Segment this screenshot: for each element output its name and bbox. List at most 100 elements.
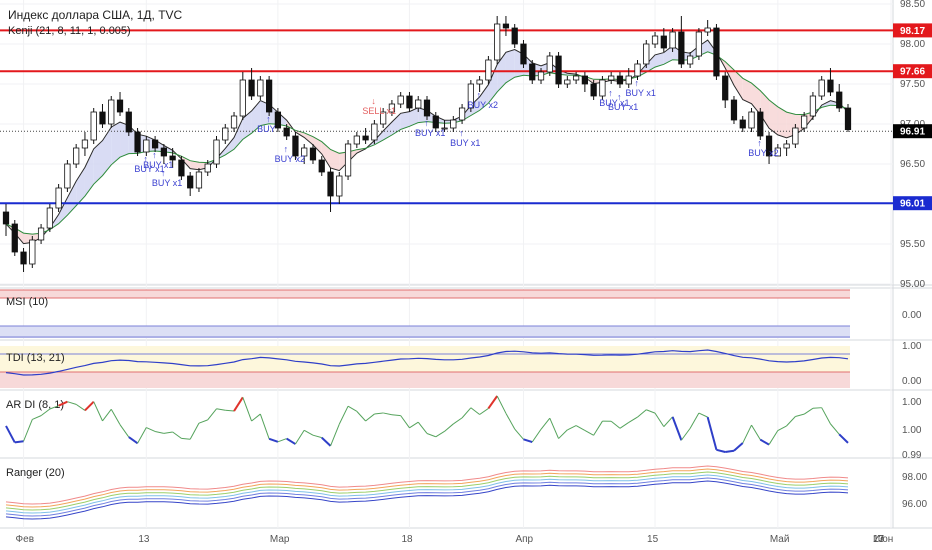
candle-bear [327,171,334,197]
candle-bear [423,99,431,117]
ardi-segment [277,438,287,443]
buy-signal-label: BUY x1 [134,164,164,174]
ardi-segment [453,417,463,425]
ardi-segment [233,396,244,412]
ardi-segment [523,438,533,443]
candle-bull [818,79,825,97]
kenji-cloud-segment [391,113,401,135]
kenji-cloud-segment [374,131,384,145]
buy-signal-label: BUY x1 [626,88,656,98]
candle-bull [388,103,396,113]
msi-pane-title: MSI (10) [6,296,48,308]
ardi-segment [128,436,139,445]
ardi-segment [93,401,103,422]
candle-bull [204,163,211,173]
kenji-cloud-segment [84,148,94,197]
ardi-segment [786,416,796,427]
candle-bull [476,79,483,85]
signal-arrow: ↑ [143,154,148,164]
ardi-segment [479,408,489,415]
time-tick-label: Май [770,534,790,545]
candle-bull [458,107,466,121]
candle-bear [511,27,518,45]
ardi-segment [338,405,349,425]
ardi-tick-label: 1.00 [902,397,922,408]
ardi-segment [40,408,51,417]
candle-bear [502,23,510,29]
candle-bull [564,79,571,85]
last-price-tag [893,124,932,139]
ardi-segment [505,413,516,430]
time-tick-label: Апр [515,534,533,545]
candle-bear [125,111,132,133]
candle-bull [809,95,817,117]
candle-bull [608,75,615,81]
candle-bull [634,63,641,77]
signal-arrow: ↑ [459,128,464,138]
kenji-cloud-segment [400,111,410,130]
ardi-segment [146,427,156,432]
candle-bear [836,91,843,109]
candle-bull [397,95,404,105]
ardi-segment [777,425,787,431]
msi-upper-band [0,290,850,298]
ardi-segment [663,416,673,427]
candle-bull [81,139,89,149]
candle-bull [353,135,360,145]
candle-bear [274,111,282,129]
level-tag-label: 97.66 [900,67,925,78]
buy-signal-label: BUY x2 [275,154,305,164]
level-tag-label: 96.01 [900,199,925,210]
ardi-segment [58,400,68,407]
level-tag [893,64,932,79]
kenji-cloud-segment [479,84,489,111]
ardi-segment [268,437,279,443]
ardi-segment [549,417,560,439]
candle-bear [187,175,194,189]
ardi-segment [400,415,410,429]
kenji-cloud-segment [190,160,199,170]
ardi-segment [417,421,428,434]
ardi-tick-label: 0.99 [902,450,922,461]
ranger-band-line [5,480,849,520]
ardi-segment [312,434,322,439]
ardi-segment [374,412,384,415]
ardi-segment [803,407,814,415]
candle-bear [739,119,746,129]
candle-bull [415,99,422,109]
ardi-segment [172,431,182,439]
candle-bear [713,27,720,77]
ardi-segment [242,397,253,422]
candle-bear [178,159,185,177]
candle-bull [257,79,264,97]
ardi-segment [32,415,42,420]
candle-bear [318,159,325,173]
candle-bull [572,75,580,81]
buy-signal-label: BUY x1 [152,178,182,188]
candle-bull [801,115,808,129]
ranger-pane-title: Ranger (20) [6,467,65,479]
candle-bear [292,135,299,157]
kenji-cloud-segment [733,69,743,100]
tdi-low-band [0,372,850,388]
ardi-segment [558,429,568,439]
kenji-cloud-segment [67,181,77,216]
ardi-segment [181,437,191,440]
price-tick-label: 95.50 [900,239,925,250]
candle-bear [266,79,273,113]
signal-arrow: ↑ [608,88,613,98]
kenji-cloud-segment [76,167,85,206]
candle-bull [625,75,632,85]
candle-bear [827,79,834,93]
ardi-segment [680,428,691,441]
candle-bear [11,223,18,253]
ardi-segment [330,423,340,447]
candle-bull [46,207,53,229]
kenji-cloud-segment [111,122,121,165]
kenji-cloud-segment [751,83,761,115]
buy-signal-label: BUY x1 [450,138,480,148]
candle-bear [99,111,106,125]
ardi-segment [23,419,33,442]
ardi-segment [637,409,647,418]
